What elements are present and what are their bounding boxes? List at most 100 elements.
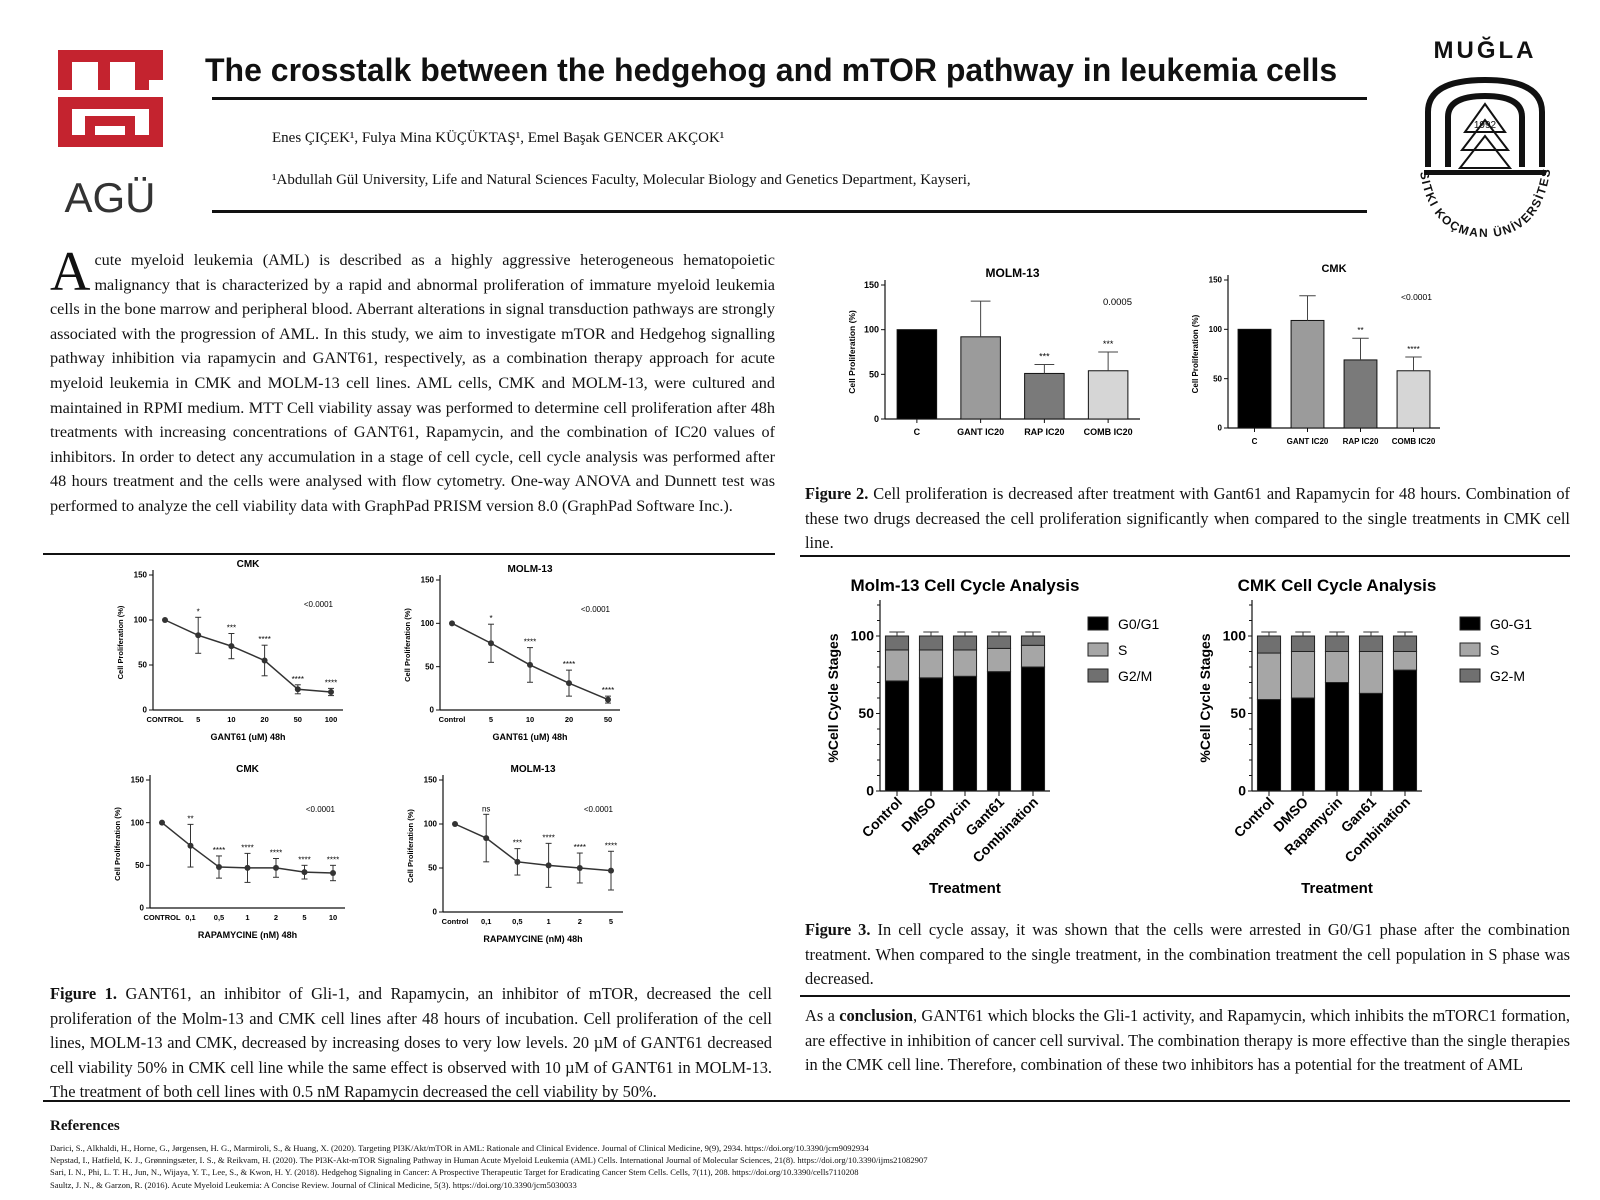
stacked-bar-segment (884, 680, 910, 792)
conclusion-bold: conclusion (839, 1006, 913, 1025)
y-tick-label: 0 (1218, 424, 1223, 433)
conclusion: As a conclusion, GANT61 which blocks the… (805, 1006, 1570, 1075)
p-value: <0.0001 (1401, 292, 1432, 302)
abstract-text: cute myeloid leukemia (AML) is described… (50, 251, 775, 515)
significance-label: **** (542, 833, 554, 842)
stacked-bar-segment (1392, 651, 1418, 671)
y-axis-label: Cell Proliferation (%) (1191, 314, 1200, 393)
x-tick-label: CONTROL (143, 913, 180, 922)
x-tick-label: CONTROL (146, 715, 183, 724)
chart-title: MOLM-13 (986, 266, 1040, 280)
significance-label: *** (1103, 339, 1114, 349)
x-tick-label: 5 (489, 715, 493, 724)
stacked-bar-segment (1358, 692, 1384, 792)
significance-label: *** (513, 839, 522, 848)
x-tick-label: 5 (609, 917, 613, 926)
y-tick-label: 50 (1230, 705, 1246, 721)
y-tick-label: 100 (1209, 325, 1223, 334)
data-point (514, 858, 521, 865)
stacked-bar-segment (1256, 652, 1282, 701)
stacked-bar-segment (1358, 651, 1384, 694)
chart-title: MOLM-13 (508, 565, 553, 575)
header-rule (212, 210, 1367, 213)
p-value: <0.0001 (584, 805, 614, 814)
significance-label: **** (327, 855, 339, 864)
significance-label: ns (482, 804, 490, 813)
legend-swatch (1459, 642, 1481, 657)
bar (1343, 359, 1378, 429)
mugla-logo: MUĞLA 1992 SITKI KOÇMAN ÜNİVERSİTESİ (1410, 32, 1552, 240)
references-list: Darici, S., Alkhaldi, H., Horne, G., Jør… (50, 1142, 1100, 1191)
reference-item: Nepstad, I., Hatfield, K. J., Grønningsæ… (50, 1155, 928, 1166)
fig3b-chart: CMK Cell Cycle Analysis 0 50 100 %Cell Cycle… (1197, 576, 1532, 897)
stacked-bar-segment (952, 635, 978, 651)
stacked-bar-segment (1324, 651, 1350, 683)
x-tick-label: C (914, 427, 921, 437)
y-tick-label: 100 (424, 820, 438, 829)
bar (1237, 328, 1272, 429)
data-point (301, 869, 308, 876)
y-tick-label: 0 (874, 414, 879, 424)
x-tick-label: Control (859, 794, 906, 841)
fig1b-chart: MOLM-13 0 50 100 150 Cell Proliferation (%) Co… (403, 565, 620, 742)
legend-label: G0/G1 (1118, 616, 1159, 632)
legend-label: G0-G1 (1490, 616, 1532, 632)
p-value: <0.0001 (581, 605, 611, 614)
data-point (261, 657, 268, 664)
x-tick-label: 100 (325, 715, 338, 724)
legend-swatch (1087, 616, 1109, 631)
data-point (195, 632, 202, 639)
fig1c-chart: CMK 0 50 100 150 Cell Proliferation (%) CONTRO… (113, 765, 345, 940)
data-point (605, 696, 611, 703)
bar (1290, 319, 1325, 429)
x-tick-label: GANT IC20 (1287, 437, 1329, 446)
x-axis-label: RAPAMYCINE (nM) 48h (198, 930, 297, 940)
significance-label: **** (298, 855, 310, 864)
y-axis-label: Cell Proliferation (%) (116, 605, 125, 679)
y-tick-label: 50 (869, 369, 879, 379)
significance-label: **** (602, 686, 614, 695)
data-point (488, 640, 494, 647)
significance-label: ** (1357, 326, 1363, 335)
stacked-bar-segment (1324, 682, 1350, 792)
x-axis-label: RAPAMYCINE (nM) 48h (483, 934, 582, 944)
data-point (273, 864, 279, 871)
references-title: References (50, 1118, 120, 1134)
figure1-caption: Figure 1. GANT61, an inhibitor of Gli-1,… (50, 984, 772, 1102)
y-tick-label: 150 (131, 776, 145, 785)
stacked-bar-segment (1256, 635, 1282, 654)
bar (1087, 370, 1129, 420)
chart-title: CMK (1321, 263, 1346, 275)
authors: Enes ÇIÇEK¹, Fulya Mina KÜÇÜKTAŞ¹, Emel … (272, 130, 725, 146)
y-axis-label: %Cell Cycle Stages (1197, 633, 1213, 762)
x-tick-label: COMB IC20 (1084, 427, 1133, 437)
x-tick-label: 20 (565, 715, 573, 724)
stacked-bar-segment (884, 635, 910, 651)
fig1a-chart: CMK 0 50 100 150 Cell Proliferation (%) CONTRO… (116, 560, 343, 742)
y-tick-label: 50 (138, 661, 147, 670)
y-axis-label: %Cell Cycle Stages (825, 633, 841, 762)
significance-label: **** (574, 843, 586, 852)
x-tick-label: Control (1231, 794, 1278, 841)
stacked-bar-segment (1324, 635, 1350, 652)
figure1-label: Figure 1. (50, 984, 117, 1003)
x-tick-label: 10 (526, 715, 534, 724)
stacked-bar-segment (986, 635, 1012, 649)
fig2-rule (800, 555, 1570, 557)
legend-label: S (1490, 642, 1499, 658)
significance-label: **** (605, 841, 617, 850)
stacked-bar-segment (1290, 651, 1316, 699)
stacked-bar-segment (1290, 635, 1316, 652)
data-point (527, 661, 533, 668)
significance-label: **** (213, 846, 225, 855)
x-tick-label: Control (442, 917, 469, 926)
y-tick-label: 0 (430, 706, 435, 715)
x-axis-label: Treatment (1301, 880, 1373, 897)
significance-label: *** (227, 624, 236, 633)
x-tick-label: 0,5 (214, 913, 224, 922)
legend-swatch (1087, 642, 1109, 657)
data-point (566, 680, 572, 687)
bar (960, 336, 1001, 420)
fig2b-chart: CMK 0 50 100 150 Cell Proliferation (%) C GANT … (1191, 263, 1440, 446)
fig3-rule (800, 995, 1570, 997)
